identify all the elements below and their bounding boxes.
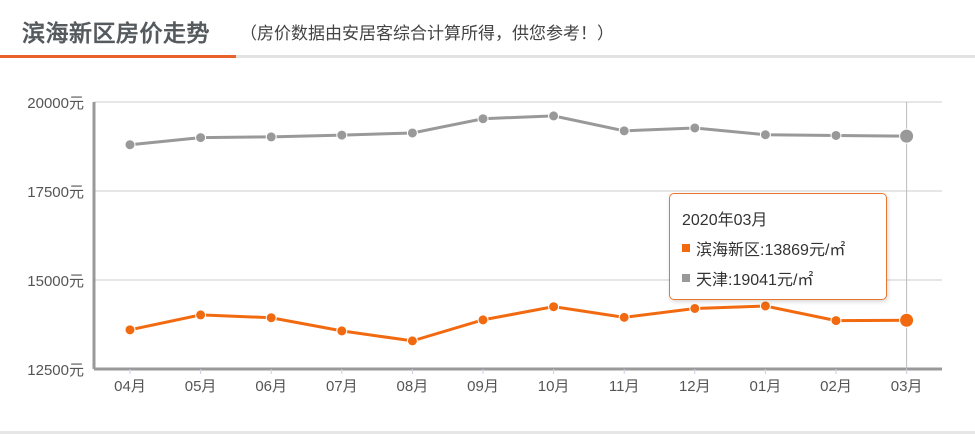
- data-point[interactable]: [548, 301, 560, 313]
- y-tick-label: 17500元: [27, 184, 84, 201]
- tooltip-tianjin-value: 天津:19041元/㎡: [696, 272, 814, 289]
- x-tick-label: 07月: [326, 378, 358, 395]
- data-point[interactable]: [618, 311, 630, 323]
- data-point[interactable]: [548, 110, 560, 122]
- x-tick-label: 01月: [750, 378, 782, 395]
- series-line: [129, 114, 907, 147]
- page-subtitle: （房价数据由安居客综合计算所得，供您参考！）: [240, 24, 614, 43]
- data-point[interactable]: [195, 309, 207, 321]
- bottom-divider: [0, 431, 975, 434]
- header-divider: [0, 55, 975, 58]
- data-point[interactable]: [477, 113, 489, 125]
- x-tick-label: 03月: [891, 378, 923, 395]
- data-point[interactable]: [830, 129, 842, 141]
- x-tick-label: 04月: [114, 378, 146, 395]
- data-point[interactable]: [406, 127, 418, 139]
- data-point[interactable]: [406, 335, 418, 347]
- x-tick-label: 08月: [397, 378, 429, 395]
- data-point[interactable]: [336, 325, 348, 337]
- tooltip-binhai-value: 滨海新区:13869元/㎡: [696, 242, 846, 259]
- data-point[interactable]: [899, 312, 915, 328]
- data-point[interactable]: [618, 125, 630, 137]
- data-point[interactable]: [899, 128, 915, 144]
- x-tick-label: 09月: [467, 378, 499, 395]
- tooltip-title: 2020年03月: [682, 212, 768, 229]
- page-title: 滨海新区房价走势: [22, 20, 210, 46]
- data-point[interactable]: [336, 129, 348, 141]
- x-tick-label: 06月: [255, 378, 287, 395]
- y-tick-label: 15000元: [27, 273, 84, 290]
- x-tick-label: 02月: [820, 378, 852, 395]
- chart-tooltip: 2020年03月 滨海新区:13869元/㎡ 天津:19041元/㎡: [669, 193, 887, 300]
- x-tick-label: 12月: [679, 378, 711, 395]
- data-point[interactable]: [124, 139, 136, 151]
- active-tab-underline: [0, 55, 236, 58]
- tianjin-legend-square-icon: [682, 274, 690, 282]
- series-line: [129, 304, 907, 343]
- y-tick-label: 20000元: [27, 95, 84, 112]
- data-point[interactable]: [689, 302, 701, 314]
- x-tick-label: 11月: [609, 378, 640, 395]
- data-point[interactable]: [265, 312, 277, 324]
- tooltip-row-binhai: 滨海新区:13869元/㎡: [682, 236, 874, 260]
- data-point[interactable]: [759, 129, 771, 141]
- data-point[interactable]: [759, 300, 771, 312]
- binhai-legend-square-icon: [682, 244, 690, 252]
- data-point[interactable]: [265, 131, 277, 143]
- chart-header: 滨海新区房价走势 （房价数据由安居客综合计算所得，供您参考！）: [0, 0, 975, 58]
- x-tick-label: 05月: [185, 378, 217, 395]
- y-tick-label: 12500元: [27, 362, 84, 379]
- data-point[interactable]: [830, 315, 842, 327]
- data-point[interactable]: [477, 314, 489, 326]
- tooltip-row-tianjin: 天津:19041元/㎡: [682, 266, 874, 290]
- data-point[interactable]: [124, 324, 136, 336]
- data-point[interactable]: [195, 132, 207, 144]
- data-point[interactable]: [689, 122, 701, 134]
- x-tick-label: 10月: [538, 378, 570, 395]
